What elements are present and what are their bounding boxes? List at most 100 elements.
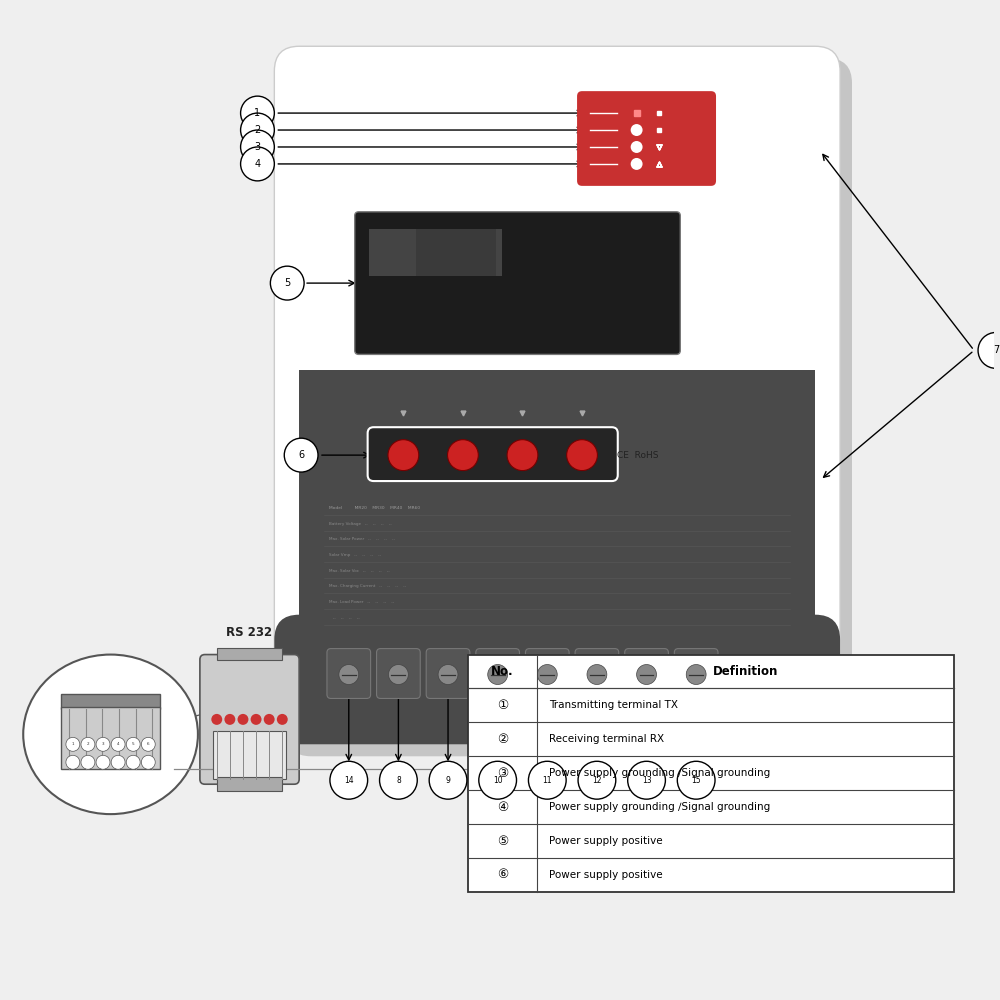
- Circle shape: [277, 714, 288, 725]
- Circle shape: [81, 737, 95, 751]
- Circle shape: [507, 440, 538, 471]
- FancyBboxPatch shape: [577, 91, 716, 186]
- Text: Power supply positive: Power supply positive: [549, 870, 663, 880]
- FancyBboxPatch shape: [525, 649, 569, 698]
- FancyBboxPatch shape: [368, 427, 618, 481]
- Text: ③: ③: [497, 767, 508, 780]
- FancyBboxPatch shape: [327, 649, 371, 698]
- Text: Solar Vmp   --    --    --    --: Solar Vmp -- -- -- --: [329, 553, 381, 557]
- Circle shape: [96, 755, 110, 769]
- Circle shape: [578, 761, 616, 799]
- Circle shape: [111, 755, 125, 769]
- Text: 13: 13: [642, 776, 651, 785]
- Text: 7: 7: [993, 345, 999, 355]
- Circle shape: [241, 96, 274, 130]
- FancyBboxPatch shape: [286, 58, 852, 756]
- Text: 2: 2: [87, 742, 89, 746]
- Text: No.: No.: [491, 665, 514, 678]
- Text: 2: 2: [254, 125, 261, 135]
- Text: RS 232: RS 232: [226, 626, 273, 639]
- Ellipse shape: [23, 655, 198, 814]
- Circle shape: [628, 761, 665, 799]
- Text: Battery Voltage   --    --    --    --: Battery Voltage -- -- -- --: [329, 522, 392, 526]
- FancyBboxPatch shape: [625, 649, 668, 698]
- FancyBboxPatch shape: [274, 615, 840, 744]
- Text: --    --    --    --: -- -- -- --: [329, 616, 360, 620]
- Text: Transmitting terminal TX: Transmitting terminal TX: [549, 700, 678, 710]
- Circle shape: [438, 665, 458, 684]
- Text: Max. Charging Current   --    --    --    --: Max. Charging Current -- -- -- --: [329, 584, 406, 588]
- Circle shape: [567, 440, 597, 471]
- Circle shape: [284, 438, 318, 472]
- Circle shape: [330, 761, 368, 799]
- Circle shape: [264, 714, 275, 725]
- Circle shape: [587, 665, 607, 684]
- Circle shape: [686, 665, 706, 684]
- Circle shape: [211, 714, 222, 725]
- Bar: [61, 694, 160, 709]
- FancyBboxPatch shape: [377, 649, 420, 698]
- Text: ④: ④: [497, 801, 508, 814]
- Circle shape: [677, 761, 715, 799]
- Circle shape: [238, 714, 248, 725]
- FancyBboxPatch shape: [200, 655, 299, 784]
- Bar: [217, 648, 282, 660]
- Circle shape: [488, 665, 508, 684]
- Text: Power supply grounding ∕Signal grounding: Power supply grounding ∕Signal grounding: [549, 768, 771, 778]
- Text: 12: 12: [592, 776, 602, 785]
- Circle shape: [241, 130, 274, 164]
- Text: Model         MR20    MR30    MR40    MR60: Model MR20 MR30 MR40 MR60: [329, 506, 420, 510]
- Text: Max. Solar Power   --    --    --    --: Max. Solar Power -- -- -- --: [329, 537, 395, 541]
- Text: 15: 15: [691, 776, 701, 785]
- Circle shape: [141, 755, 155, 769]
- Circle shape: [66, 755, 80, 769]
- Text: 9: 9: [446, 776, 450, 785]
- FancyBboxPatch shape: [575, 649, 619, 698]
- Circle shape: [339, 665, 359, 684]
- Circle shape: [141, 737, 155, 751]
- Bar: [468, 655, 954, 892]
- Text: 5: 5: [132, 742, 135, 746]
- Bar: [213, 731, 286, 779]
- FancyBboxPatch shape: [274, 46, 840, 744]
- Circle shape: [126, 755, 140, 769]
- Text: Power supply positive: Power supply positive: [549, 836, 663, 846]
- Text: 5: 5: [284, 278, 290, 288]
- Circle shape: [448, 440, 478, 471]
- Text: 4: 4: [254, 159, 261, 169]
- Circle shape: [270, 266, 304, 300]
- Text: 1: 1: [254, 108, 261, 118]
- Text: 1: 1: [72, 742, 74, 746]
- Text: 6: 6: [147, 742, 150, 746]
- Text: Power supply grounding ∕Signal grounding: Power supply grounding ∕Signal grounding: [549, 802, 771, 812]
- Text: CE  RoHS: CE RoHS: [617, 451, 658, 460]
- Text: 10: 10: [493, 776, 502, 785]
- Circle shape: [429, 761, 467, 799]
- Circle shape: [111, 737, 125, 751]
- Text: 3: 3: [254, 142, 261, 152]
- FancyBboxPatch shape: [674, 649, 718, 698]
- Bar: [416, 229, 496, 276]
- FancyBboxPatch shape: [426, 649, 470, 698]
- Bar: [369, 229, 502, 276]
- Circle shape: [380, 761, 417, 799]
- FancyBboxPatch shape: [355, 212, 680, 354]
- Text: ⑥: ⑥: [497, 868, 508, 881]
- Circle shape: [388, 440, 419, 471]
- Text: 6: 6: [298, 450, 304, 460]
- Text: Definition: Definition: [713, 665, 778, 678]
- Circle shape: [388, 665, 408, 684]
- Circle shape: [479, 761, 517, 799]
- Circle shape: [537, 665, 557, 684]
- Text: ⑤: ⑤: [497, 835, 508, 848]
- Circle shape: [241, 147, 274, 181]
- Bar: [61, 707, 160, 769]
- Circle shape: [528, 761, 566, 799]
- Text: Max. Solar Voc   --    --    --    --: Max. Solar Voc -- -- -- --: [329, 569, 390, 573]
- FancyBboxPatch shape: [476, 649, 519, 698]
- Circle shape: [241, 113, 274, 147]
- Circle shape: [66, 737, 80, 751]
- Text: ①: ①: [497, 699, 508, 712]
- Text: ②: ②: [497, 733, 508, 746]
- Circle shape: [978, 332, 1000, 368]
